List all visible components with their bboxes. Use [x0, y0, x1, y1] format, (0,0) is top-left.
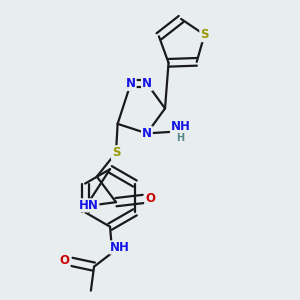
Text: NH: NH	[110, 241, 130, 254]
Text: N: N	[142, 127, 152, 140]
Text: S: S	[112, 146, 120, 159]
Text: H: H	[176, 133, 184, 142]
Text: NH: NH	[170, 119, 190, 133]
Text: O: O	[145, 193, 155, 206]
Text: O: O	[60, 254, 70, 267]
Text: N: N	[142, 77, 152, 90]
Text: HN: HN	[79, 199, 99, 212]
Text: N: N	[126, 77, 136, 90]
Text: S: S	[200, 28, 209, 41]
